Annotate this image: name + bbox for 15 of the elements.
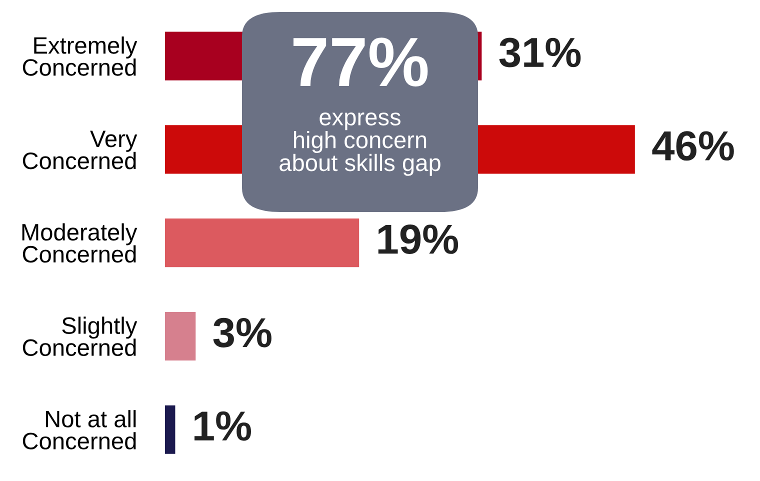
bar [165, 218, 360, 268]
annotation: 77% [293, 38, 428, 86]
data-label: 3% [213, 318, 272, 348]
y-tick-label: Slightly Concerned [22, 316, 138, 356]
bar [165, 312, 196, 361]
y-tick-label: Moderately Concerned [22, 223, 138, 263]
data-label: 31% [499, 38, 581, 68]
y-tick-label: Not at all Concerned [22, 410, 136, 450]
data-label: 46% [652, 131, 734, 161]
data-label: 1% [194, 411, 252, 441]
y-tick-label: Extremely Concerned [22, 36, 138, 76]
bar [165, 405, 176, 454]
annotation: express high concern about skills gap [280, 112, 440, 176]
data-label: 19% [378, 224, 458, 254]
y-tick-label: Very Concerned [22, 130, 138, 170]
